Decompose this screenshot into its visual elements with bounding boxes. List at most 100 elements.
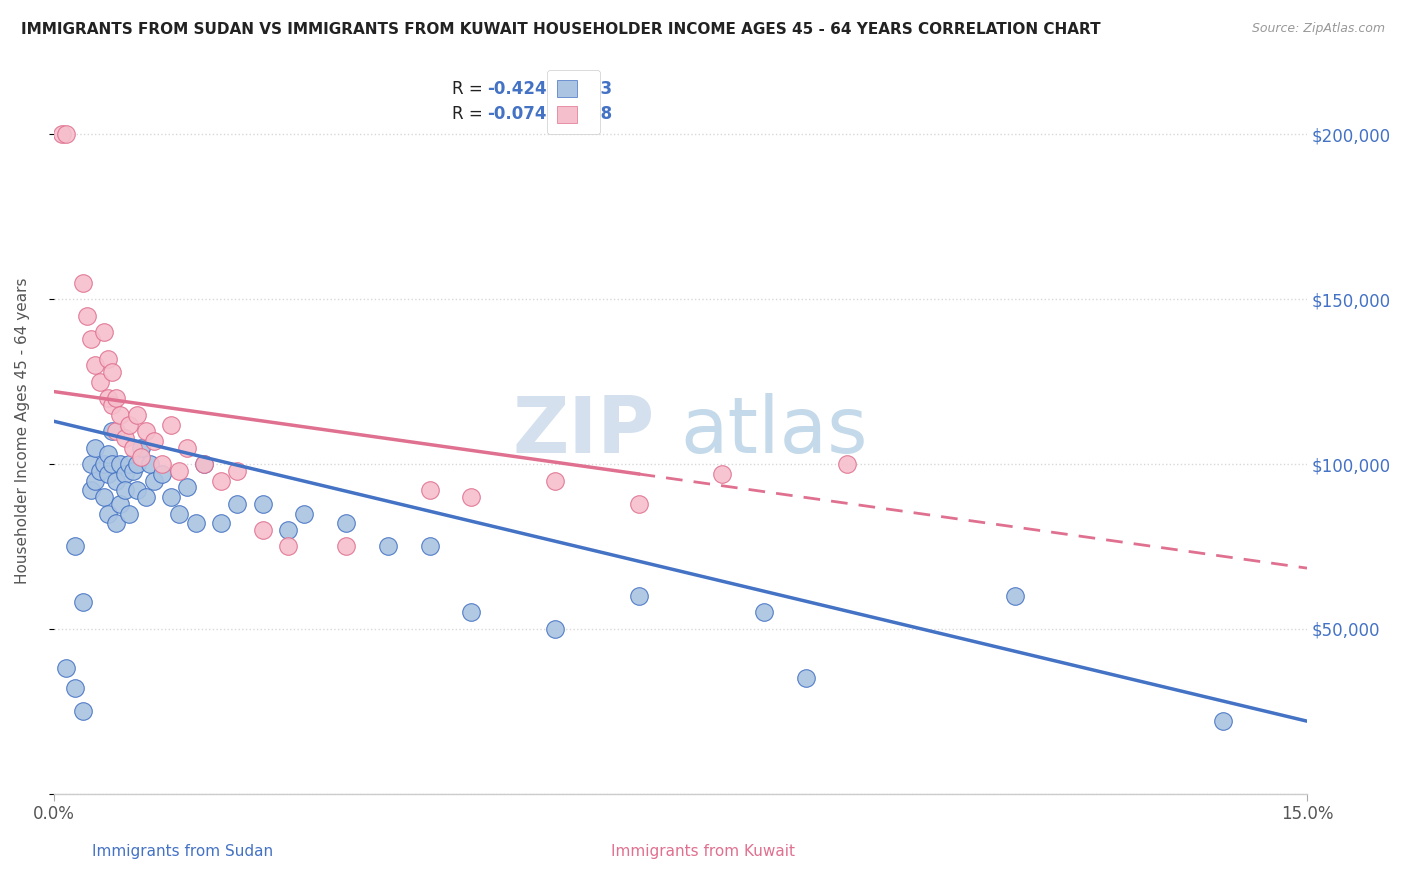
Point (97, 467, 120, 481)
Point (184, 516, 207, 531)
Point (55, 661, 77, 675)
Point (51, 128, 73, 142)
Point (118, 457, 141, 471)
Point (544, 474, 567, 488)
Point (101, 398, 124, 412)
Point (97, 391, 120, 405)
Point (544, 622, 567, 636)
Point (93, 490, 115, 504)
Text: atlas: atlas (681, 393, 868, 469)
Point (110, 497, 132, 511)
Point (84, 358, 107, 372)
Point (110, 408, 132, 422)
Point (752, 606, 775, 620)
Point (277, 523, 299, 537)
Point (114, 483, 136, 498)
Text: Immigrants from Kuwait: Immigrants from Kuwait (612, 845, 794, 859)
Point (135, 424, 157, 438)
Point (127, 408, 149, 422)
Point (105, 474, 128, 488)
Point (142, 474, 165, 488)
Point (209, 474, 232, 488)
Point (63, 681, 86, 696)
Point (97, 507, 120, 521)
Text: N =: N = (558, 80, 596, 98)
Point (460, 606, 482, 620)
Point (1004, 589, 1026, 603)
Point (627, 589, 650, 603)
Text: R =: R = (453, 80, 488, 98)
Point (110, 457, 132, 471)
Point (711, 467, 734, 481)
Point (97, 351, 120, 366)
Point (72, 276, 94, 290)
Point (252, 497, 274, 511)
Point (335, 516, 357, 531)
Point (131, 441, 153, 455)
Point (292, 507, 315, 521)
Text: -0.424: -0.424 (488, 80, 547, 98)
Y-axis label: Householder Income Ages 45 - 64 years: Householder Income Ages 45 - 64 years (15, 277, 30, 584)
Point (138, 457, 160, 471)
Point (72, 595, 94, 609)
Point (63, 540, 86, 554)
Point (193, 457, 215, 471)
Point (252, 523, 274, 537)
Point (460, 490, 482, 504)
Text: N =: N = (558, 105, 596, 123)
Text: ZIP: ZIP (513, 393, 655, 469)
Point (794, 671, 817, 685)
Point (167, 464, 190, 478)
Point (122, 464, 145, 478)
Point (118, 417, 141, 432)
Point (84, 441, 107, 455)
Point (118, 507, 141, 521)
Text: -0.074: -0.074 (488, 105, 547, 123)
Point (176, 480, 198, 494)
Point (122, 441, 145, 455)
Point (89, 375, 111, 389)
Point (226, 497, 249, 511)
Point (419, 540, 441, 554)
Point (131, 450, 153, 465)
Point (114, 431, 136, 445)
Point (80, 332, 103, 346)
Point (150, 457, 173, 471)
Point (377, 540, 399, 554)
Point (105, 516, 128, 531)
Point (80, 483, 103, 498)
Point (837, 457, 859, 471)
Text: Source: ZipAtlas.com: Source: ZipAtlas.com (1251, 22, 1385, 36)
Text: 53: 53 (591, 80, 613, 98)
Point (93, 457, 115, 471)
Point (101, 424, 124, 438)
Text: 38: 38 (591, 105, 613, 123)
Point (1212, 714, 1234, 728)
Point (127, 483, 149, 498)
Point (101, 457, 124, 471)
Point (114, 467, 136, 481)
Point (209, 516, 232, 531)
Point (105, 424, 128, 438)
Legend: , : , (547, 70, 600, 135)
Point (627, 497, 650, 511)
Point (72, 704, 94, 718)
Text: Immigrants from Sudan: Immigrants from Sudan (93, 845, 273, 859)
Point (159, 417, 181, 432)
Point (135, 490, 157, 504)
Point (127, 457, 149, 471)
Point (159, 490, 181, 504)
Point (105, 391, 128, 405)
Point (150, 467, 173, 481)
Point (76, 309, 98, 323)
Point (277, 540, 299, 554)
Point (193, 457, 215, 471)
Point (167, 507, 190, 521)
Point (335, 540, 357, 554)
Point (93, 325, 115, 339)
Point (226, 464, 249, 478)
Point (89, 464, 111, 478)
Point (84, 474, 107, 488)
Point (97, 447, 120, 461)
Point (142, 434, 165, 448)
